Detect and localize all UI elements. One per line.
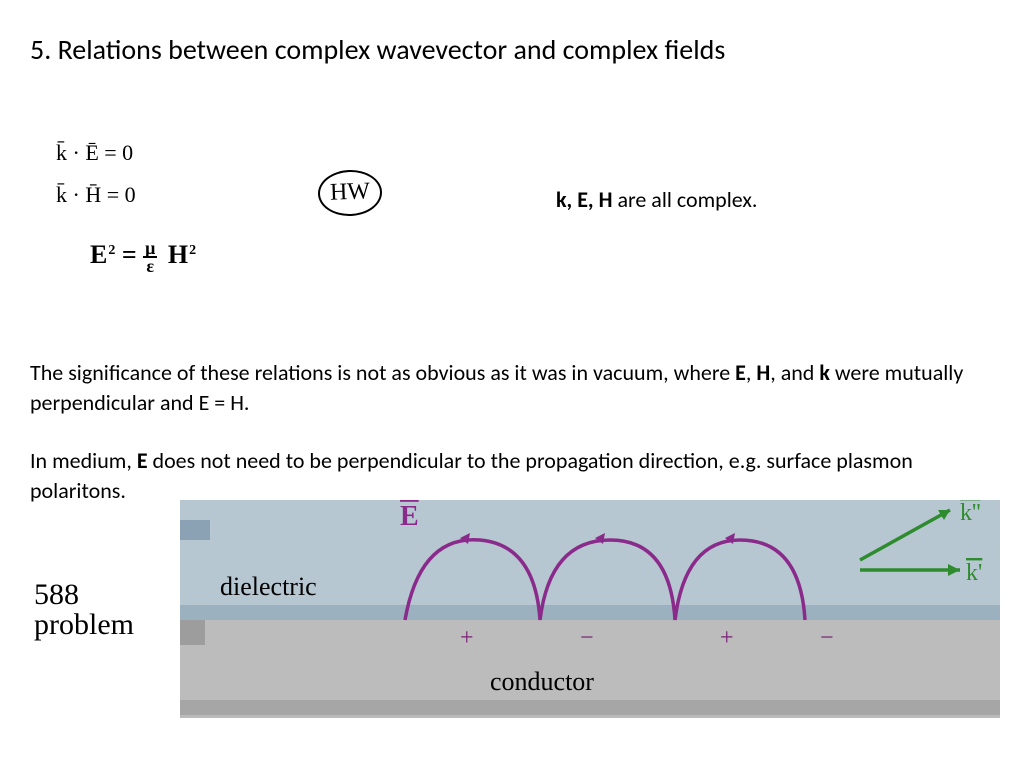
dielectric-interface xyxy=(180,605,1000,620)
spp-diagram: dielectric conductor E + − + − k'' k' xyxy=(180,500,1000,730)
conductor-edge xyxy=(180,700,1000,718)
p1-c: , xyxy=(746,359,756,386)
side-note-line1: 588 xyxy=(34,580,134,610)
eq-sup1: 2 xyxy=(108,243,115,258)
paragraph-2: In medium, E does not need to be perpend… xyxy=(30,446,994,505)
conductor-corner xyxy=(180,620,205,645)
charge-minus-1: − xyxy=(580,625,594,651)
paragraph-1: The significance of these relations is n… xyxy=(30,358,994,417)
side-note-588: 588 problem xyxy=(34,580,134,640)
charge-plus-1: + xyxy=(460,625,474,651)
side-note-line2: problem xyxy=(34,610,134,640)
p1-e: , and xyxy=(770,359,819,386)
equation-k-dot-h: k̄ · H̄ = 0 xyxy=(56,182,136,208)
dielectric-region xyxy=(180,500,1000,620)
p2-c: does not need to be perpendicular to the… xyxy=(30,447,913,504)
conductor-label: conductor xyxy=(490,667,594,696)
complex-note: k, E, H are all complex. xyxy=(556,186,758,213)
hw-annotation: HW xyxy=(317,169,383,217)
complex-note-rest: are all complex. xyxy=(612,186,757,213)
e-field-label: E xyxy=(400,501,419,532)
p1-a: The significance of these relations is n… xyxy=(30,359,735,386)
p2-a: In medium, xyxy=(30,447,137,474)
dielectric-edge xyxy=(180,520,210,540)
eq-sup2: 2 xyxy=(189,243,196,258)
k-prime-label: k' xyxy=(966,560,982,586)
p1-f: k xyxy=(819,359,830,386)
equation-k-dot-e: k̄ · Ē = 0 xyxy=(56,140,133,166)
page-title: 5. Relations between complex wavevector … xyxy=(30,32,725,67)
p1-b: E xyxy=(735,359,746,386)
complex-note-bold: k, E, H xyxy=(556,186,612,213)
eq-mid: = xyxy=(122,240,143,269)
dielectric-label: dielectric xyxy=(220,572,317,601)
p1-d: H xyxy=(756,359,770,386)
eq-lhs: E xyxy=(90,240,107,269)
charge-plus-2: + xyxy=(720,625,734,651)
k-double-prime-label: k'' xyxy=(960,500,981,526)
eq-rhs: H xyxy=(168,240,188,269)
equation-e2-muh2: E2 = μ ε H2 xyxy=(90,240,196,274)
p2-b: E xyxy=(137,447,148,474)
charge-minus-2: − xyxy=(820,625,834,651)
eq-frac-bot: ε xyxy=(143,258,157,274)
